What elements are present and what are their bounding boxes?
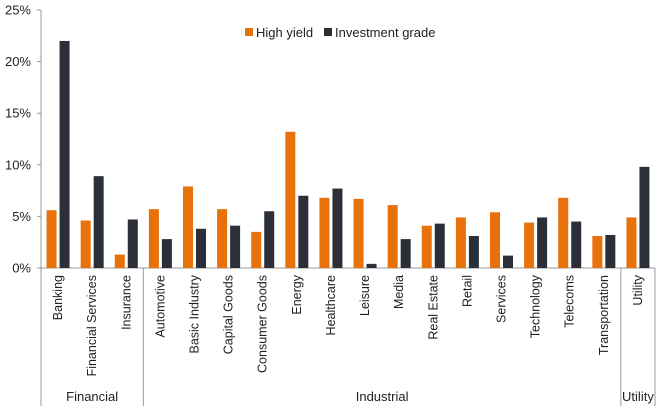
category-label: Services bbox=[495, 275, 509, 323]
y-tick-label: 25% bbox=[5, 3, 31, 18]
legend-swatch bbox=[324, 28, 332, 36]
bar-investment-grade bbox=[264, 211, 275, 268]
legend-swatch bbox=[245, 28, 253, 36]
category-label: Financial Services bbox=[85, 275, 99, 376]
category-label: Leisure bbox=[358, 275, 372, 316]
bar-investment-grade bbox=[196, 228, 206, 268]
group-label: Utility bbox=[622, 389, 654, 404]
bar-investment-grade bbox=[503, 255, 513, 268]
category-label: Basic Industry bbox=[188, 274, 202, 353]
bar-high-yield bbox=[319, 197, 330, 268]
y-tick-label: 0% bbox=[12, 261, 31, 276]
category-label: Healthcare bbox=[324, 275, 338, 335]
category-label: Real Estate bbox=[426, 275, 440, 340]
category-label: Transportation bbox=[597, 275, 611, 355]
bar-investment-grade bbox=[537, 217, 548, 268]
group-label: Industrial bbox=[356, 389, 409, 404]
legend-label: Investment grade bbox=[335, 25, 435, 40]
category-label: Insurance bbox=[119, 275, 133, 330]
category-label: Utility bbox=[631, 274, 645, 305]
bar-high-yield bbox=[114, 254, 125, 268]
bar-high-yield bbox=[183, 186, 193, 268]
category-label: Banking bbox=[51, 275, 65, 320]
y-tick-label: 10% bbox=[5, 157, 31, 172]
bar-high-yield bbox=[421, 225, 432, 268]
bar-high-yield bbox=[80, 220, 91, 268]
bar-investment-grade bbox=[639, 166, 650, 268]
bar-investment-grade bbox=[59, 40, 70, 269]
bar-investment-grade bbox=[161, 239, 172, 268]
bar-high-yield bbox=[592, 236, 603, 268]
bar-high-yield bbox=[285, 131, 296, 268]
bar-high-yield bbox=[217, 209, 228, 268]
group-label: Financial bbox=[66, 389, 118, 404]
category-label: Capital Goods bbox=[222, 275, 236, 354]
bar-investment-grade bbox=[400, 239, 411, 268]
bar-investment-grade bbox=[468, 236, 479, 268]
bar-high-yield bbox=[524, 222, 535, 268]
legend-label: High yield bbox=[256, 25, 313, 40]
bar-investment-grade bbox=[127, 219, 138, 268]
bar-high-yield bbox=[455, 217, 466, 268]
bar-investment-grade bbox=[366, 263, 377, 268]
bar-high-yield bbox=[387, 205, 398, 268]
bar-high-yield bbox=[558, 197, 569, 268]
bar-investment-grade bbox=[605, 234, 616, 268]
bar-high-yield bbox=[46, 210, 57, 268]
category-label: Energy bbox=[290, 274, 304, 314]
bar-investment-grade bbox=[298, 195, 309, 268]
bar-investment-grade bbox=[93, 176, 104, 268]
bar-high-yield bbox=[251, 231, 262, 268]
y-tick-label: 20% bbox=[5, 54, 31, 69]
bar-investment-grade bbox=[332, 188, 343, 268]
bar-high-yield bbox=[353, 198, 364, 268]
category-label: Technology bbox=[529, 274, 543, 338]
bar-high-yield bbox=[490, 212, 500, 268]
bar-investment-grade bbox=[434, 223, 445, 268]
bar-investment-grade bbox=[230, 225, 241, 268]
bar-high-yield bbox=[148, 209, 159, 268]
bar-investment-grade bbox=[571, 221, 582, 268]
category-label: Consumer Goods bbox=[256, 275, 270, 373]
category-label: Automotive bbox=[153, 275, 167, 338]
y-tick-label: 5% bbox=[12, 209, 31, 224]
category-label: Telecoms bbox=[563, 275, 577, 328]
y-tick-label: 15% bbox=[5, 106, 31, 121]
category-label: Retail bbox=[460, 275, 474, 307]
bar-high-yield bbox=[626, 217, 637, 268]
category-label: Media bbox=[392, 275, 406, 309]
